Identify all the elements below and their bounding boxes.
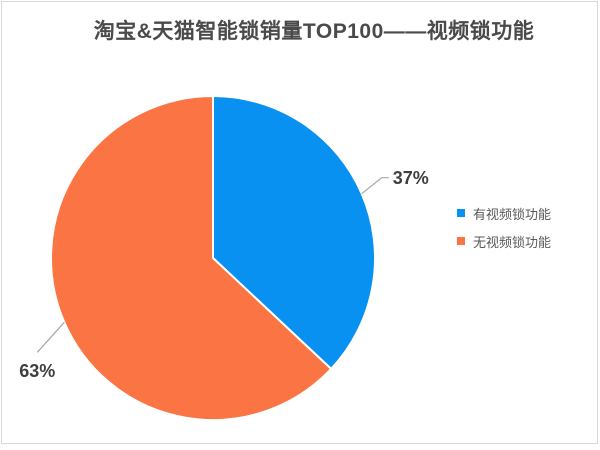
data-label-37-percent: 37% <box>392 167 429 188</box>
legend-item-no-video-lock: 无视频锁功能 <box>457 227 551 255</box>
legend-label-has-video-lock: 有视频锁功能 <box>473 206 552 222</box>
legend-marker-blue-square <box>457 209 465 217</box>
legend-marker-orange-square <box>457 237 465 245</box>
pie-slice-no-video-lock <box>50 95 333 421</box>
leader-line-63-percent <box>36 321 65 353</box>
legend: 有视频锁功能 无视频锁功能 <box>457 199 551 255</box>
legend-item-has-video-lock: 有视频锁功能 <box>457 199 551 227</box>
data-label-63-percent: 63% <box>19 361 56 382</box>
leader-line-37-percent <box>361 177 389 195</box>
chart-title: 淘宝&天猫智能锁销量TOP100——视频锁功能 <box>93 20 535 43</box>
legend-label-no-video-lock: 无视频锁功能 <box>473 234 552 250</box>
